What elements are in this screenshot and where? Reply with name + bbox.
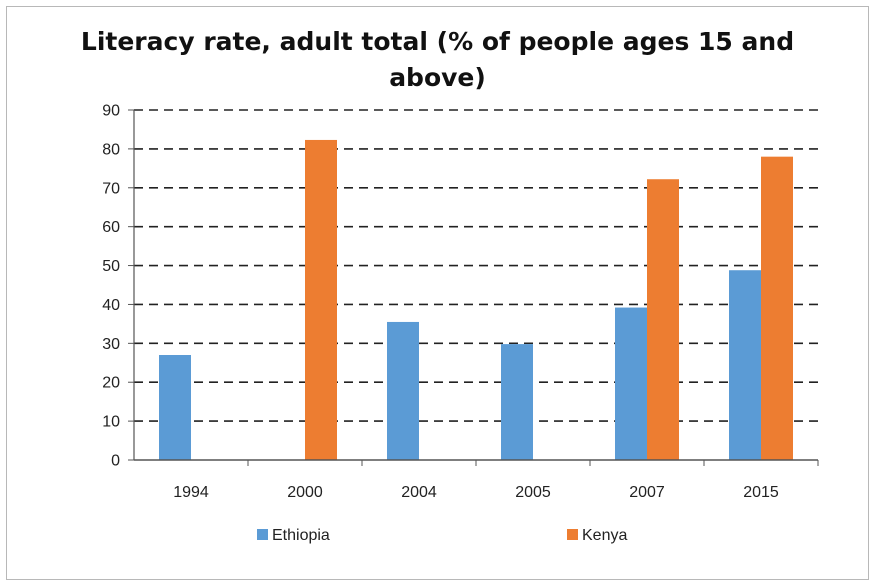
y-tick-label: 30 bbox=[102, 336, 120, 353]
x-tick-label: 2015 bbox=[743, 484, 779, 501]
y-tick-label: 10 bbox=[102, 414, 120, 431]
x-axis: 1994 2000 2004 2005 2007 2015 bbox=[134, 459, 819, 501]
legend: Ethiopia Kenya bbox=[257, 527, 627, 544]
legend-swatch-ethiopia bbox=[257, 529, 268, 540]
x-tick-label: 2004 bbox=[401, 484, 437, 501]
x-tick-label: 2000 bbox=[287, 484, 323, 501]
bar-ethiopia-2004 bbox=[387, 321, 419, 460]
legend-swatch-kenya bbox=[567, 529, 578, 540]
x-tick-label: 2007 bbox=[629, 484, 665, 501]
bar-kenya-2000 bbox=[305, 139, 337, 460]
bar-ethiopia-2015 bbox=[729, 270, 761, 460]
y-tick-label: 20 bbox=[102, 375, 120, 392]
y-tick-label: 60 bbox=[102, 219, 120, 236]
gridlines bbox=[134, 109, 818, 422]
y-tick-label: 40 bbox=[102, 297, 120, 314]
y-tick-label: 50 bbox=[102, 258, 120, 275]
y-tick-label: 0 bbox=[111, 453, 120, 470]
chart-title-line-1: Literacy rate, adult total (% of people … bbox=[80, 27, 795, 56]
legend-label-ethiopia: Ethiopia bbox=[272, 527, 330, 544]
y-tick-label: 80 bbox=[102, 141, 120, 158]
x-tick-label: 2005 bbox=[515, 484, 551, 501]
chart-title-line-2: above) bbox=[389, 63, 486, 92]
bar-ethiopia-2005 bbox=[501, 344, 533, 460]
y-tick-label: 90 bbox=[102, 103, 120, 120]
bars bbox=[159, 139, 793, 460]
bar-kenya-2015 bbox=[761, 156, 793, 460]
bar-ethiopia-1994 bbox=[159, 355, 191, 460]
chart-title: Literacy rate, adult total (% of people … bbox=[0, 24, 875, 96]
y-axis: 0 10 20 30 40 50 60 70 80 90 bbox=[102, 103, 135, 470]
bar-ethiopia-2007 bbox=[615, 307, 647, 460]
bar-kenya-2007 bbox=[647, 179, 679, 460]
legend-label-kenya: Kenya bbox=[582, 527, 627, 544]
y-tick-label: 70 bbox=[102, 180, 120, 197]
x-tick-label: 1994 bbox=[173, 484, 209, 501]
chart-frame bbox=[6, 6, 869, 580]
